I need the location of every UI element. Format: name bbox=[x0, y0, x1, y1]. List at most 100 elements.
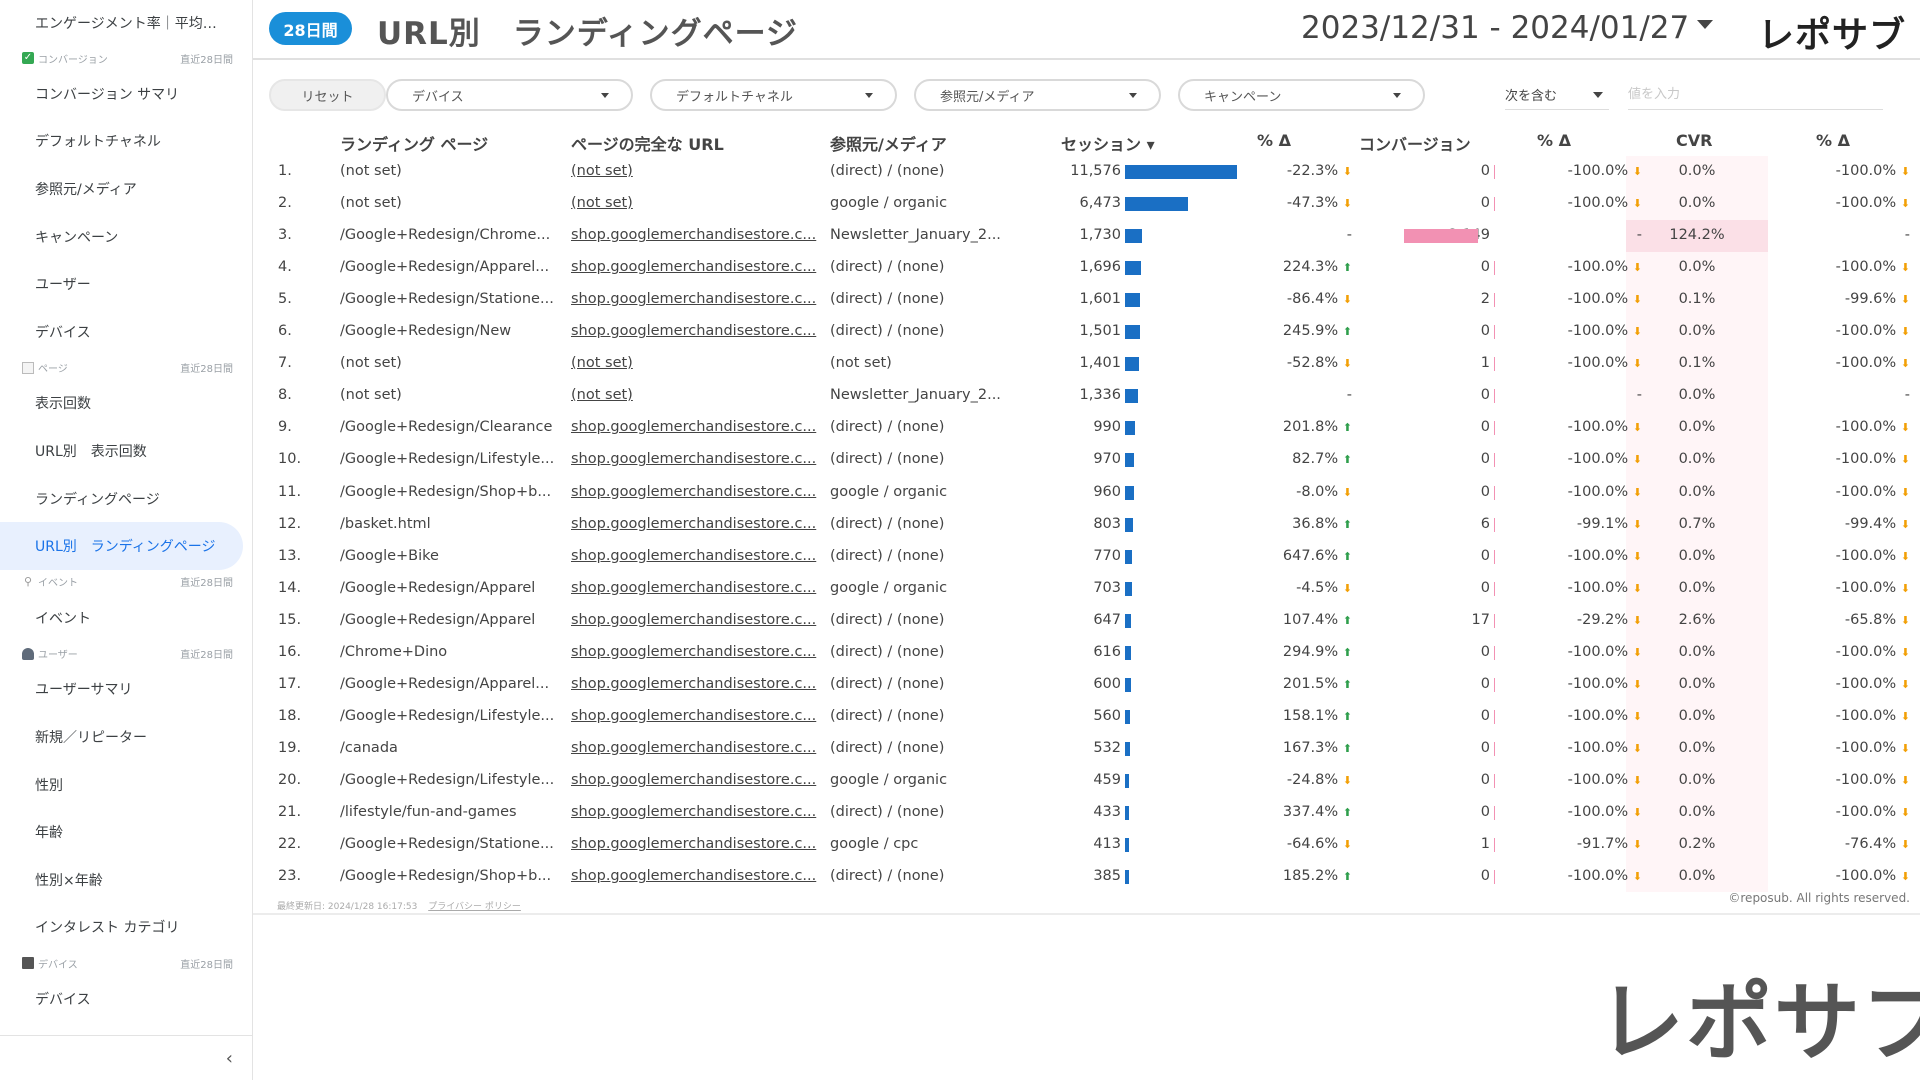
sessions-bar bbox=[1125, 677, 1131, 692]
sidebar-item-5[interactable]: キャンペーン bbox=[35, 229, 119, 246]
table-row[interactable]: 21. /lifestyle/fun-and-games shop.googleme… bbox=[270, 797, 1920, 829]
delta-value: -100.0% bbox=[1567, 291, 1629, 308]
sessions-delta-cell: - bbox=[1242, 227, 1352, 243]
full-url-link[interactable]: shop.googlemerchandisestore.c... bbox=[571, 291, 817, 308]
table-row[interactable]: 9. /Google+Redesign/Clearance shop.googlem… bbox=[270, 412, 1920, 444]
full-url-link[interactable]: (not set) bbox=[571, 163, 633, 179]
sidebar-item-17[interactable]: 新規／リピーター bbox=[35, 729, 147, 746]
full-url-link[interactable]: shop.googlemerchandisestore.c... bbox=[571, 515, 817, 532]
table-row[interactable]: 22. /Google+Redesign/Statione... shop.goog… bbox=[270, 829, 1920, 861]
privacy-policy-link[interactable]: プライバシー ポリシー bbox=[428, 902, 521, 912]
campaign-filter[interactable]: キャンペーン bbox=[1178, 79, 1425, 111]
sessions-bar bbox=[1125, 741, 1130, 756]
full-url-link[interactable]: shop.googlemerchandisestore.c... bbox=[571, 547, 817, 564]
filter-value-input[interactable] bbox=[1628, 80, 1883, 110]
sidebar-item-21[interactable]: インタレスト カテゴリ bbox=[35, 920, 180, 937]
sidebar-item-10[interactable]: URL別 表示回数 bbox=[35, 443, 147, 460]
table-row[interactable]: 6. /Google+Redesign/New shop.googlemerchan… bbox=[270, 316, 1920, 348]
table-row[interactable]: 19. /canada shop.googlemerchandisestore.c.… bbox=[270, 733, 1920, 765]
sidebar-item-19[interactable]: 年齢 bbox=[35, 825, 63, 842]
cvr-delta-cell: -100.0% ⬇ bbox=[1780, 323, 1910, 339]
conversions-cell: 0 bbox=[1480, 739, 1490, 756]
table-row[interactable]: 5. /Google+Redesign/Statione... shop.googl… bbox=[270, 284, 1920, 316]
sidebar-item-12[interactable]: URL別 ランディングページ bbox=[0, 522, 243, 570]
date-dropdown-icon[interactable] bbox=[1697, 20, 1713, 29]
full-url-link[interactable]: (not set) bbox=[571, 355, 633, 372]
table-row[interactable]: 23. /Google+Redesign/Shop+b... shop.google… bbox=[270, 861, 1920, 893]
full-url-link[interactable]: shop.googlemerchandisestore.c... bbox=[571, 643, 817, 660]
sidebar-item-20[interactable]: 性別×年齢 bbox=[35, 872, 103, 889]
sidebar-item-11[interactable]: ランディングページ bbox=[35, 491, 160, 508]
sidebar-item-4[interactable]: 参照元/メディア bbox=[35, 181, 137, 198]
sidebar-item-18[interactable]: 性別 bbox=[35, 777, 63, 794]
full-url-link[interactable]: shop.googlemerchandisestore.c... bbox=[571, 836, 817, 853]
table-row[interactable]: 13. /Google+Bike shop.googlemerchandisesto… bbox=[270, 541, 1920, 573]
sessions-cell: 11,576 bbox=[1070, 163, 1121, 179]
full-url-link[interactable]: (not set) bbox=[571, 195, 633, 212]
sidebar-item-9[interactable]: 表示回数 bbox=[35, 396, 91, 413]
table-row[interactable]: 4. /Google+Redesign/Apparel... shop.google… bbox=[270, 252, 1920, 284]
table-row[interactable]: 1. (not set) (not set) (direct) / (none) 11,… bbox=[270, 156, 1920, 188]
conversions-bar bbox=[1494, 421, 1495, 436]
sidebar-item-14[interactable]: イベント bbox=[35, 610, 91, 627]
table-row[interactable]: 20. /Google+Redesign/Lifestyle... shop.goo… bbox=[270, 765, 1920, 797]
sidebar-item-23[interactable]: デバイス bbox=[35, 991, 91, 1008]
header-landing-page[interactable]: ランディング ページ bbox=[340, 135, 489, 154]
full-url-link[interactable]: shop.googlemerchandisestore.c... bbox=[571, 419, 817, 436]
conversions-bar bbox=[1494, 517, 1495, 532]
conversions-cell: 0 bbox=[1480, 259, 1490, 276]
sidebar-item-6[interactable]: ユーザー bbox=[35, 277, 91, 294]
full-url-link[interactable]: shop.googlemerchandisestore.c... bbox=[571, 451, 817, 468]
header-full-url[interactable]: ページの完全な URL bbox=[571, 135, 724, 154]
full-url-link[interactable]: shop.googlemerchandisestore.c... bbox=[571, 868, 817, 885]
table-row[interactable]: 18. /Google+Redesign/Lifestyle... shop.goo… bbox=[270, 701, 1920, 733]
full-url-link[interactable]: shop.googlemerchandisestore.c... bbox=[571, 323, 817, 340]
collapse-sidebar-icon[interactable]: ‹ bbox=[225, 1048, 233, 1069]
sidebar-item-7[interactable]: デバイス bbox=[35, 324, 91, 341]
full-url-link[interactable]: shop.googlemerchandisestore.c... bbox=[571, 804, 817, 820]
full-url-link[interactable]: shop.googlemerchandisestore.c... bbox=[571, 675, 817, 692]
header-conversions-delta[interactable]: % Δ bbox=[1537, 131, 1571, 150]
table-row[interactable]: 12. /basket.html shop.googlemerchandisesto… bbox=[270, 509, 1920, 541]
full-url-link[interactable]: shop.googlemerchandisestore.c... bbox=[571, 771, 817, 788]
header-sessions[interactable]: セッション ▾ bbox=[1061, 135, 1155, 154]
table-row[interactable]: 10. /Google+Redesign/Lifestyle... shop.goo… bbox=[270, 444, 1920, 476]
full-url-link[interactable]: shop.googlemerchandisestore.c... bbox=[571, 579, 817, 596]
sessions-delta-cell: 245.9% ⬆ bbox=[1242, 323, 1352, 339]
sidebar-item-0[interactable]: エンゲージメント率｜平均… bbox=[35, 16, 217, 32]
full-url-link[interactable]: shop.googlemerchandisestore.c... bbox=[571, 259, 817, 276]
header-sessions-delta[interactable]: % Δ bbox=[1257, 131, 1291, 150]
header-conversions[interactable]: コンバージョン bbox=[1359, 135, 1471, 154]
delta-value: -76.4% bbox=[1844, 836, 1897, 853]
header-cvr-delta[interactable]: % Δ bbox=[1816, 131, 1850, 150]
table-row[interactable]: 2. (not set) (not set) google / organic 6,47… bbox=[270, 188, 1920, 220]
header-source-medium[interactable]: 参照元/メディア bbox=[830, 135, 947, 154]
sidebar-item-16[interactable]: ユーザーサマリ bbox=[35, 682, 133, 699]
sidebar-item-2[interactable]: コンバージョン サマリ bbox=[35, 86, 180, 103]
table-row[interactable]: 17. /Google+Redesign/Apparel... shop.googl… bbox=[270, 669, 1920, 701]
conversions-delta-cell: -100.0% ⬇ bbox=[1520, 323, 1642, 339]
device-filter[interactable]: デバイス bbox=[386, 79, 633, 111]
table-row[interactable]: 3. /Google+Redesign/Chrome... shop.googlem… bbox=[270, 220, 1920, 253]
match-type-select[interactable]: 次を含む bbox=[1505, 80, 1609, 110]
table-row[interactable]: 16. /Chrome+Dino shop.googlemerchandisesto… bbox=[270, 637, 1920, 669]
full-url-link[interactable]: shop.googlemerchandisestore.c... bbox=[571, 739, 817, 756]
full-url-link[interactable]: shop.googlemerchandisestore.c... bbox=[571, 483, 817, 500]
table-row[interactable]: 7. (not set) (not set) (not set) 1,401 -52.8%… bbox=[270, 348, 1920, 380]
full-url-link[interactable]: (not set) bbox=[571, 387, 633, 404]
sessions-bar bbox=[1125, 165, 1237, 179]
table-row[interactable]: 15. /Google+Redesign/Apparel shop.googleme… bbox=[270, 605, 1920, 637]
date-range-picker[interactable]: 2023/12/31 - 2024/01/27 bbox=[1301, 10, 1690, 46]
full-url-link[interactable]: shop.googlemerchandisestore.c... bbox=[571, 611, 817, 628]
source-medium-filter[interactable]: 参照元/メディア bbox=[914, 79, 1161, 111]
full-url-link[interactable]: shop.googlemerchandisestore.c... bbox=[571, 227, 817, 244]
header-cvr[interactable]: CVR bbox=[1676, 131, 1713, 150]
table-row[interactable]: 11. /Google+Redesign/Shop+b... shop.google… bbox=[270, 477, 1920, 509]
table-row[interactable]: 14. /Google+Redesign/Apparel shop.googleme… bbox=[270, 573, 1920, 605]
sidebar-item-3[interactable]: デフォルトチャネル bbox=[35, 134, 161, 151]
arrow-down-icon: ⬇ bbox=[1900, 645, 1910, 659]
channel-filter[interactable]: デフォルトチャネル bbox=[650, 79, 897, 111]
table-row[interactable]: 8. (not set) (not set) Newsletter_January_2… bbox=[270, 380, 1920, 412]
reset-button[interactable]: リセット bbox=[269, 79, 386, 111]
full-url-link[interactable]: shop.googlemerchandisestore.c... bbox=[571, 707, 817, 724]
